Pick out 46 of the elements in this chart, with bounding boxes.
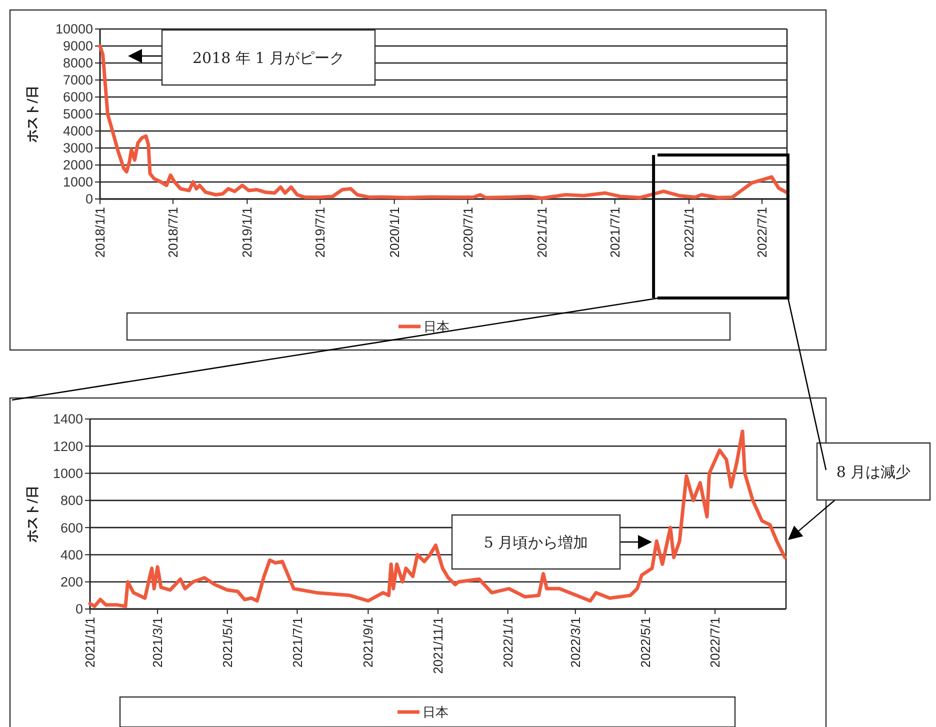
y-tick-label: 0	[75, 602, 83, 617]
y-tick-label: 1000	[62, 174, 93, 190]
annotation: 2018 年 1 月がピーク	[192, 48, 345, 67]
x-tick-label: 2022/7/1	[708, 617, 723, 668]
y-tick-label: 8000	[62, 56, 93, 71]
y-tick-label: 200	[60, 574, 83, 590]
x-tick-label: 2018/1/1	[92, 207, 108, 258]
y-axis-title: ホスト/日	[26, 486, 41, 544]
x-tick-label: 2022/1/1	[682, 207, 697, 258]
x-tick-label: 2019/1/1	[240, 207, 255, 258]
y-tick-label: 1400	[52, 412, 83, 427]
y-axis-title: ホスト/日	[26, 86, 41, 144]
x-tick-label: 2020/7/1	[460, 207, 476, 258]
x-tick-label: 2020/1/1	[386, 207, 402, 258]
x-tick-label: 2022/7/1	[754, 207, 770, 258]
x-tick-label: 2021/9/1	[360, 617, 376, 668]
y-tick-label: 4000	[62, 124, 93, 139]
y-tick-label: 5000	[62, 106, 93, 122]
y-tick-label: 800	[60, 493, 83, 508]
y-tick-label: 2000	[62, 158, 93, 173]
y-tick-label: 6000	[62, 90, 93, 105]
y-tick-label: 1200	[52, 438, 83, 454]
y-tick-label: 10000	[55, 22, 93, 37]
y-tick-label: 7000	[62, 72, 93, 88]
y-tick-label: 400	[60, 547, 83, 562]
x-tick-label: 2019/7/1	[312, 207, 328, 258]
x-tick-label: 2022/1/1	[500, 617, 516, 668]
y-tick-label: 9000	[62, 38, 93, 54]
x-tick-label: 2021/11/1	[430, 617, 446, 674]
y-tick-label: 0	[85, 192, 93, 207]
x-tick-label: 2021/7/1	[607, 207, 622, 258]
x-tick-label: 2022/5/1	[638, 617, 653, 668]
x-tick-label: 2021/7/1	[290, 617, 305, 668]
y-tick-label: 600	[60, 520, 83, 536]
x-tick-label: 2021/5/1	[220, 617, 235, 668]
annotation: 5 月頃から増加	[484, 533, 588, 552]
x-tick-label: 2021/1/1	[82, 617, 98, 668]
y-tick-label: 3000	[62, 140, 93, 156]
legend-label: 日本	[422, 706, 448, 721]
legend-label: 日本	[424, 320, 450, 336]
x-tick-label: 2022/3/1	[568, 617, 583, 668]
x-tick-label: 2018/7/1	[166, 207, 181, 258]
text: 8 月は減少	[836, 462, 911, 481]
x-tick-label: 2021/3/1	[150, 617, 166, 668]
y-tick-label: 1000	[52, 466, 83, 482]
x-tick-label: 2021/1/1	[534, 207, 550, 258]
